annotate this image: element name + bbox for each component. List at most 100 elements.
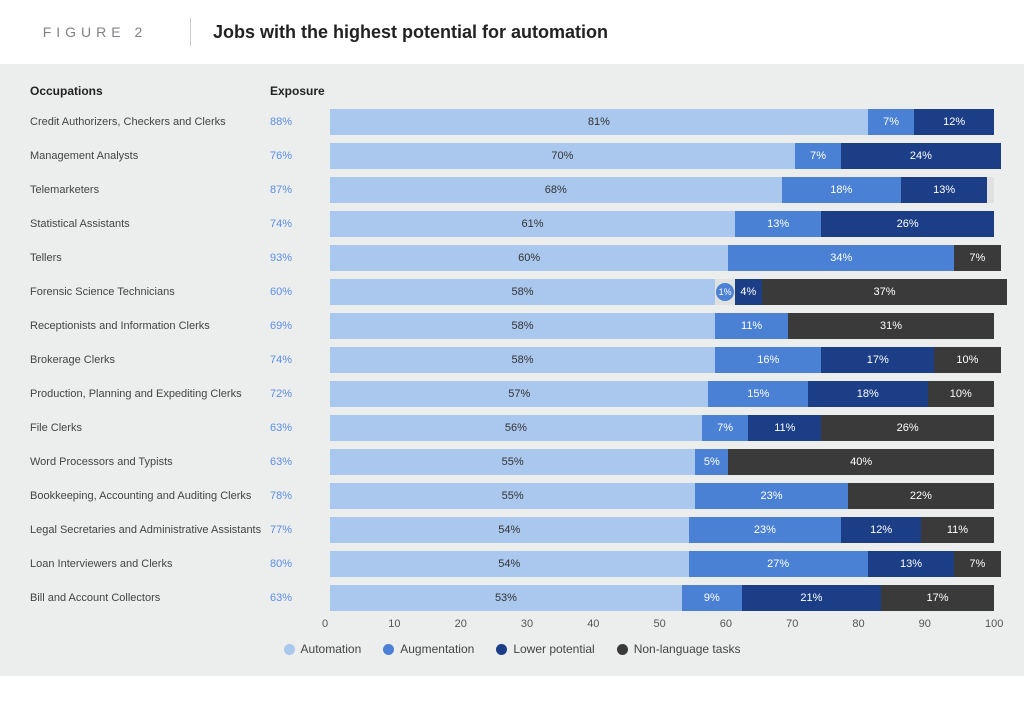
bar-segment-automation: 54%: [330, 517, 689, 543]
exposure-value: 60%: [270, 286, 330, 298]
bar-track: 68%18%13%: [330, 177, 994, 203]
bar-segment-nonlang: 10%: [928, 381, 994, 407]
occupation-label: Bookkeeping, Accounting and Auditing Cle…: [30, 490, 270, 502]
chart-row: File Clerks63%56%7%11%26%: [30, 414, 994, 442]
bar-segment-lower: 13%: [868, 551, 954, 577]
exposure-value: 74%: [270, 218, 330, 230]
chart-row: Word Processors and Typists63%55%5%40%: [30, 448, 994, 476]
bar-segment-automation: 68%: [330, 177, 782, 203]
bar-segment-augmentation: 15%: [708, 381, 808, 407]
bar-segment-automation: 54%: [330, 551, 689, 577]
bar-segment-lower: 26%: [821, 211, 994, 237]
bar-segment-lower: 24%: [841, 143, 1000, 169]
bar-track: 58%16%17%10%: [330, 347, 994, 373]
figure-header: FIGURE 2 Jobs with the highest potential…: [0, 0, 1024, 64]
occupation-label: Credit Authorizers, Checkers and Clerks: [30, 116, 270, 128]
header-exposure: Exposure: [270, 84, 330, 98]
occupation-label: Loan Interviewers and Clerks: [30, 558, 270, 570]
legend-dot-icon: [617, 644, 628, 655]
exposure-value: 76%: [270, 150, 330, 162]
bar-segment-nonlang: 22%: [848, 483, 994, 509]
bar-segment-nonlang: 10%: [934, 347, 1000, 373]
occupation-label: Forensic Science Technicians: [30, 286, 270, 298]
chart-row: Loan Interviewers and Clerks80%54%27%13%…: [30, 550, 994, 578]
figure-number: FIGURE 2: [0, 24, 190, 40]
exposure-value: 87%: [270, 184, 330, 196]
bar-segment-lower: 17%: [821, 347, 934, 373]
bar-track: 58%11%31%: [330, 313, 994, 339]
occupation-label: Receptionists and Information Clerks: [30, 320, 270, 332]
column-headers: Occupations Exposure: [30, 84, 994, 98]
occupation-label: Tellers: [30, 252, 270, 264]
chart-row: Tellers93%60%34%7%: [30, 244, 994, 272]
legend-label: Non-language tasks: [634, 642, 741, 656]
chart-area: Occupations Exposure Credit Authorizers,…: [0, 64, 1024, 676]
exposure-value: 69%: [270, 320, 330, 332]
exposure-value: 63%: [270, 456, 330, 468]
legend-item-augmentation: Augmentation: [383, 642, 474, 656]
chart-row: Credit Authorizers, Checkers and Clerks8…: [30, 108, 994, 136]
bar-track: 57%15%18%10%: [330, 381, 994, 407]
bar-track: 70%7%24%: [330, 143, 994, 169]
bar-track: 54%23%12%11%: [330, 517, 994, 543]
legend-item-automation: Automation: [284, 642, 362, 656]
chart-row: Brokerage Clerks74%58%16%17%10%: [30, 346, 994, 374]
bar-segment-augmentation: 9%: [682, 585, 742, 611]
bar-track: 56%7%11%26%: [330, 415, 994, 441]
occupation-label: Legal Secretaries and Administrative Ass…: [30, 524, 270, 536]
legend-label: Automation: [301, 642, 362, 656]
bar-segment-lower: 11%: [748, 415, 821, 441]
bar-segment-lower: 21%: [742, 585, 881, 611]
exposure-value: 93%: [270, 252, 330, 264]
bar-segment-automation: 56%: [330, 415, 702, 441]
bar-segment-automation: 55%: [330, 449, 695, 475]
bar-segment-augmentation: 1%: [716, 283, 734, 301]
bar-segment-lower: 4%: [735, 279, 762, 305]
bar-segment-nonlang: 40%: [728, 449, 994, 475]
exposure-value: 78%: [270, 490, 330, 502]
exposure-value: 88%: [270, 116, 330, 128]
bar-track: 81%7%12%: [330, 109, 994, 135]
bar-segment-lower: 13%: [901, 177, 987, 203]
bar-segment-augmentation: 13%: [735, 211, 821, 237]
exposure-value: 63%: [270, 592, 330, 604]
occupation-label: Management Analysts: [30, 150, 270, 162]
bar-segment-augmentation: 18%: [782, 177, 902, 203]
bar-segment-lower: 12%: [914, 109, 994, 135]
chart-row: Forensic Science Technicians60%58%1%4%37…: [30, 278, 994, 306]
occupation-label: File Clerks: [30, 422, 270, 434]
bar-segment-nonlang: 26%: [821, 415, 994, 441]
bar-segment-nonlang: 31%: [788, 313, 994, 339]
chart-row: Statistical Assistants74%61%13%26%: [30, 210, 994, 238]
occupation-label: Statistical Assistants: [30, 218, 270, 230]
exposure-value: 63%: [270, 422, 330, 434]
legend-item-lower: Lower potential: [496, 642, 594, 656]
bar-segment-augmentation: 27%: [689, 551, 868, 577]
bar-segment-augmentation: 7%: [702, 415, 748, 441]
bar-segment-augmentation: 16%: [715, 347, 821, 373]
bar-segment-automation: 57%: [330, 381, 708, 407]
bar-segment-augmentation: 7%: [795, 143, 841, 169]
bar-segment-augmentation: 5%: [695, 449, 728, 475]
occupation-label: Word Processors and Typists: [30, 456, 270, 468]
bar-segment-automation: 60%: [330, 245, 728, 271]
bar-segment-augmentation: 11%: [715, 313, 788, 339]
legend: Automation Augmentation Lower potential Non…: [30, 642, 994, 656]
legend-label: Augmentation: [400, 642, 474, 656]
exposure-value: 72%: [270, 388, 330, 400]
bar-segment-automation: 70%: [330, 143, 795, 169]
occupation-label: Telemarketers: [30, 184, 270, 196]
bar-segment-nonlang: 17%: [881, 585, 994, 611]
legend-dot-icon: [383, 644, 394, 655]
chart-row: Bookkeeping, Accounting and Auditing Cle…: [30, 482, 994, 510]
bar-segment-nonlang: 37%: [762, 279, 1008, 305]
occupation-label: Brokerage Clerks: [30, 354, 270, 366]
bar-segment-nonlang: 11%: [921, 517, 994, 543]
bar-segment-automation: 58%: [330, 279, 715, 305]
bar-segment-nonlang: 7%: [954, 245, 1000, 271]
bar-segment-lower: 12%: [841, 517, 921, 543]
bar-track: 55%23%22%: [330, 483, 994, 509]
legend-dot-icon: [496, 644, 507, 655]
legend-item-nonlang: Non-language tasks: [617, 642, 741, 656]
occupation-label: Production, Planning and Expediting Cler…: [30, 388, 270, 400]
